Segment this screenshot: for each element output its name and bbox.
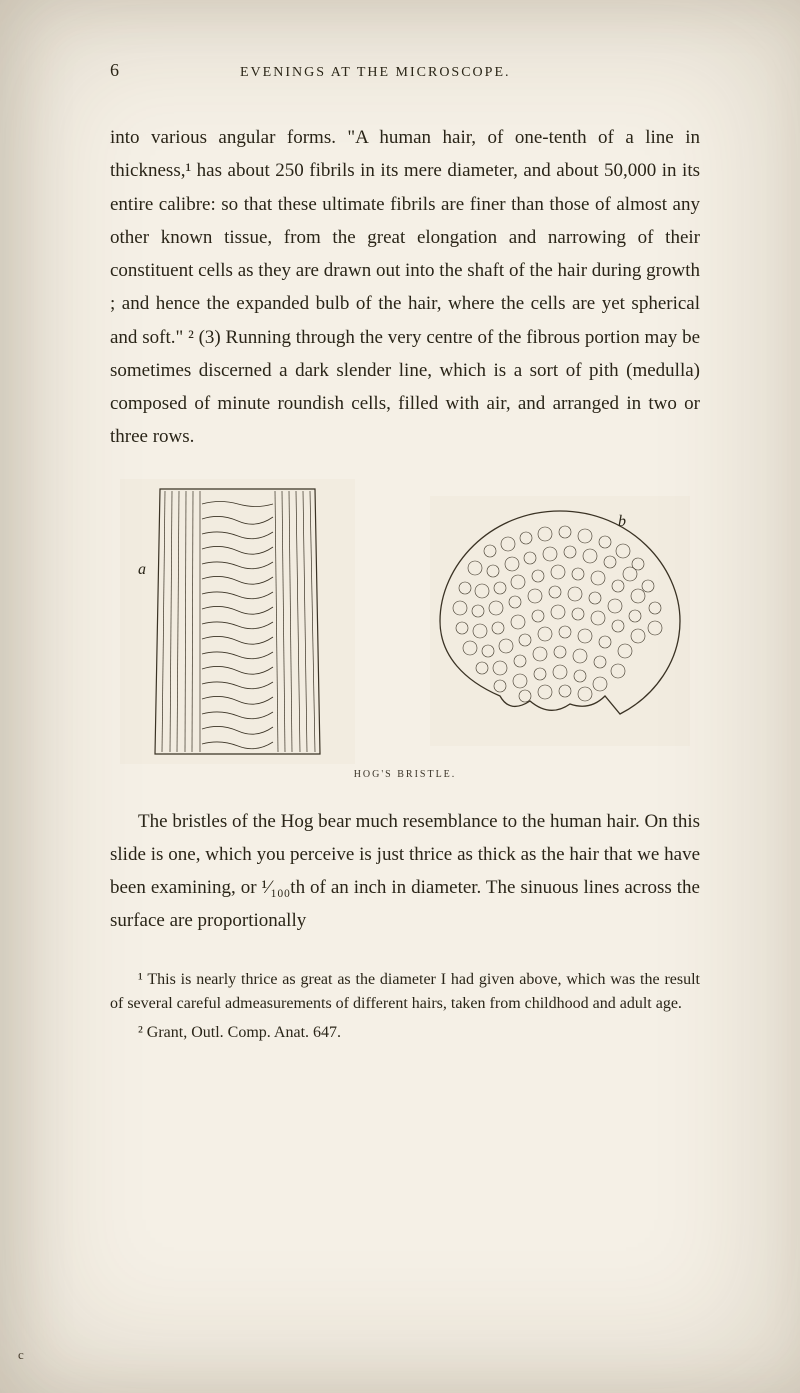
illustration-label-a: a — [138, 561, 146, 578]
page-container: 6 EVENINGS AT THE MICROSCOPE. into vario… — [0, 0, 800, 1110]
footnote-1: ¹ This is nearly thrice as great as the … — [110, 968, 700, 1018]
paragraph-1: into various angular forms. "A human hai… — [110, 121, 700, 454]
corner-mark: c — [18, 1347, 24, 1363]
illustration-row: a — [110, 479, 700, 764]
illustration-caption: HOG'S BRISTLE. — [110, 769, 700, 780]
illustration-right: b — [430, 496, 690, 746]
footnote-2: ² Grant, Outl. Comp. Anat. 647. — [110, 1021, 700, 1046]
illustration-label-b: b — [618, 513, 626, 530]
body-text-block-2: The bristles of the Hog bear much resemb… — [110, 805, 700, 938]
paragraph-2: The bristles of the Hog bear much resemb… — [110, 805, 700, 938]
body-text-block-1: into various angular forms. "A human hai… — [110, 121, 700, 454]
page-header: 6 EVENINGS AT THE MICROSCOPE. — [110, 60, 700, 81]
page-number: 6 — [110, 60, 120, 81]
footnotes: ¹ This is nearly thrice as great as the … — [110, 968, 700, 1046]
running-title: EVENINGS AT THE MICROSCOPE. — [240, 65, 511, 81]
illustration-left: a — [120, 479, 355, 764]
